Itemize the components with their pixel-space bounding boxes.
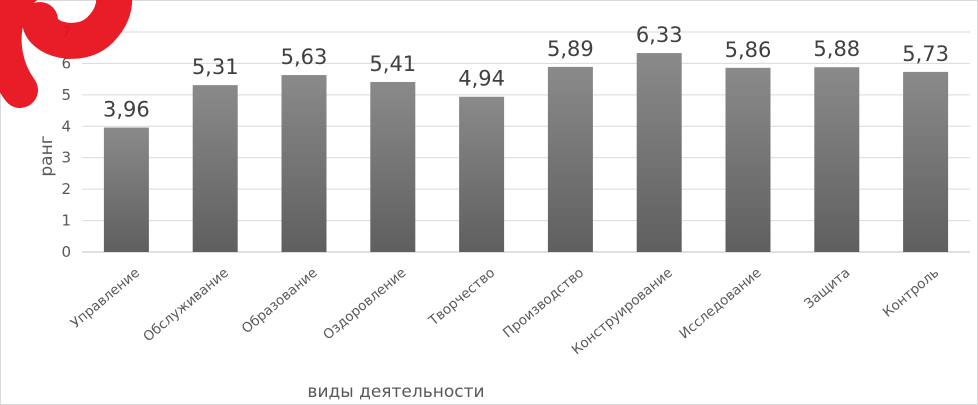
y-tick-label: 2 [61,180,71,198]
y-tick-label: 0 [61,243,71,261]
data-label: 5,41 [369,52,416,76]
data-label: 3,96 [103,98,150,122]
y-tick-label: 7 [61,23,71,41]
x-category-label: Образование [239,265,321,337]
bar [814,67,860,252]
bars [103,53,949,253]
x-category-label: Контроль [880,265,942,321]
data-label: 5,73 [902,42,949,66]
y-axis-title: ранг [37,135,57,176]
bar [370,81,416,252]
x-category-label: Управление [68,265,143,332]
x-category-label: Защита [801,265,853,312]
data-label: 5,88 [813,37,860,61]
bar [281,75,327,252]
x-category-label: Оздоровление [320,265,409,343]
data-label: 5,89 [547,37,594,61]
data-label: 4,94 [458,67,505,91]
x-category-label: Исследование [676,265,764,343]
y-tick-label: 4 [61,117,71,135]
x-category-label: Производство [500,265,587,342]
x-axis-title: виды деятельности [307,382,484,402]
bar [459,96,505,252]
bar [547,66,593,252]
y-tick-label: 6 [61,54,71,72]
data-label: 5,63 [281,45,328,69]
bar [725,67,771,252]
data-label: 5,86 [725,38,772,62]
data-label: 6,33 [636,23,683,47]
x-category-label: Обслуживание [140,265,232,345]
bar [192,85,238,252]
bar [103,127,149,252]
bar [636,53,682,252]
data-label: 5,31 [192,55,239,79]
y-tick-label: 3 [61,149,71,167]
y-tick-label: 5 [61,86,71,104]
y-axis-ticks: 0 1 2 3 4 5 6 7 [61,23,71,261]
bar [903,71,949,253]
y-tick-label: 1 [61,212,71,230]
x-category-label: Творчество [425,265,498,330]
